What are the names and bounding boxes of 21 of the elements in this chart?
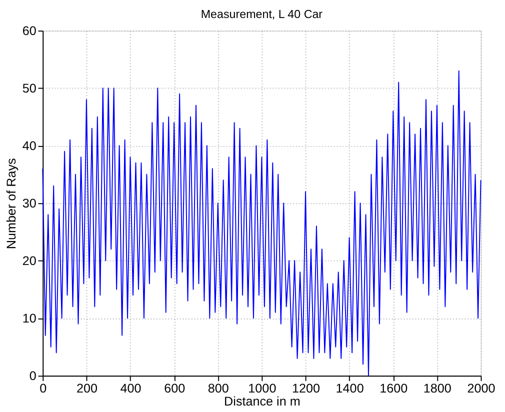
x-tick-label: 1000: [248, 382, 276, 396]
y-tick-label: 50: [22, 81, 36, 96]
x-tick-label: 200: [76, 382, 98, 396]
x-tick-label: 2000: [467, 382, 496, 396]
chart-title: Measurement, L 40 Car: [200, 8, 323, 22]
x-tick-label: 1400: [336, 382, 364, 396]
y-tick-label: 20: [22, 254, 36, 268]
x-tick-label: 1600: [380, 382, 408, 396]
x-tick-label: 800: [208, 382, 229, 396]
y-tick-label: 30: [22, 196, 36, 211]
x-axis-title: Distance in m: [224, 394, 300, 408]
y-axis-title: Number of Rays: [4, 158, 19, 250]
x-tick-label: 1800: [423, 382, 452, 396]
y-tick-label: 10: [22, 312, 36, 326]
x-tick-label: 400: [120, 382, 142, 396]
y-tick-label: 0: [29, 369, 36, 384]
y-tick-label: 60: [22, 24, 36, 38]
y-tick-label: 40: [22, 139, 36, 154]
x-tick-label: 1200: [292, 382, 320, 396]
x-tick-label: 600: [164, 382, 186, 396]
x-tick-label: 0: [40, 382, 47, 396]
